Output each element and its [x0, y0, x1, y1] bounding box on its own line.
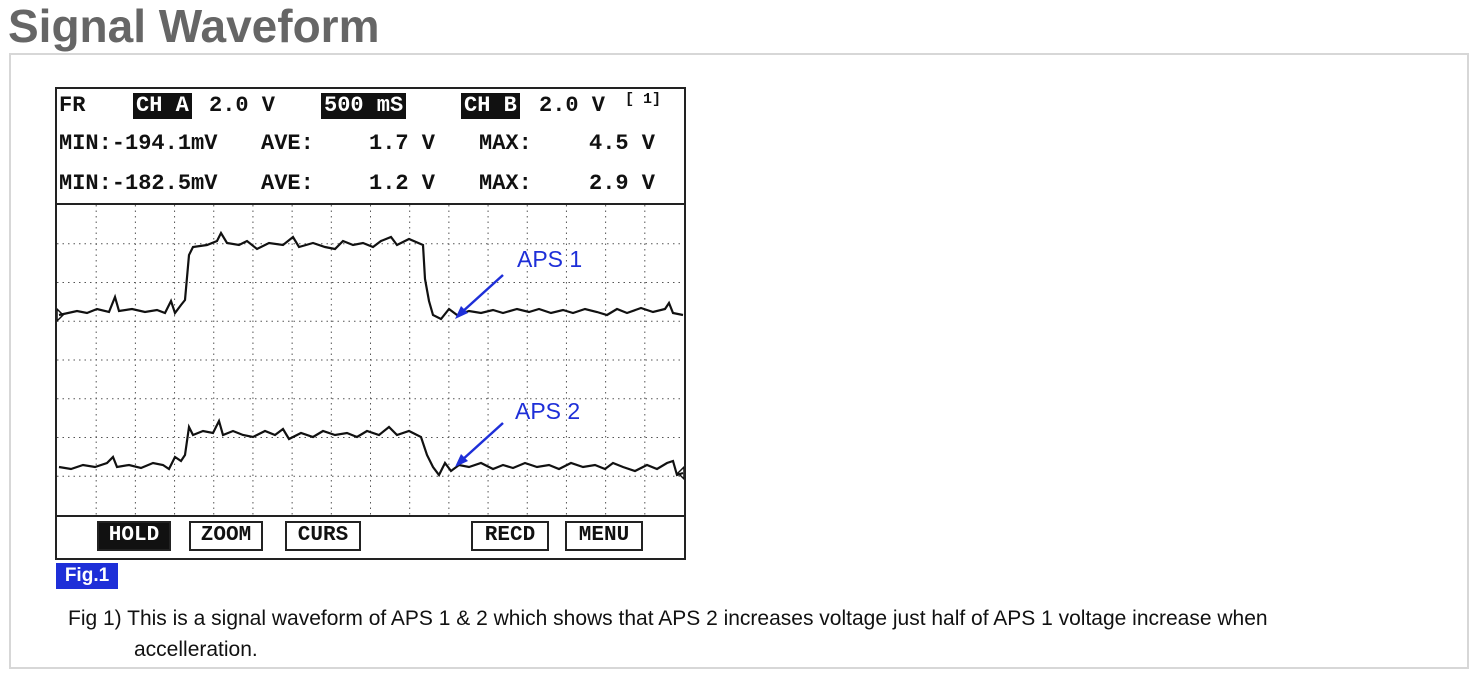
oscilloscope-screen: FR CH A 2.0 V 500 mS CH B 2.0 V [ 1] MIN… [55, 87, 686, 560]
ch-b-ground-marker [676, 465, 684, 481]
hold-button[interactable]: HOLD [97, 521, 171, 551]
channel-a-badge: CH A [133, 93, 192, 119]
channel-a-scale: 2.0 V [209, 93, 276, 118]
figure-caption: Fig 1) This is a signal waveform of APS … [68, 603, 1448, 665]
cursor-button[interactable]: CURS [285, 521, 361, 551]
ch-a-max: 4.5 V [589, 131, 656, 156]
ch-b-ave-label: AVE: [261, 171, 314, 196]
caption-line-1: Fig 1) This is a signal waveform of APS … [68, 607, 1268, 630]
grid-lines [57, 205, 684, 515]
timebase-badge: 500 mS [321, 93, 407, 119]
zoom-button[interactable]: ZOOM [189, 521, 263, 551]
channel-b-scale: 2.0 V [539, 93, 606, 118]
ch-b-min: MIN:-182.5mV [59, 171, 218, 196]
ch-b-max: 2.9 V [589, 171, 656, 196]
waveform-display: APS 1 APS 2 [57, 205, 684, 515]
aps1-arrow [460, 274, 504, 314]
ch-a-ave-label: AVE: [261, 131, 314, 156]
aps1-arrowhead [455, 306, 468, 319]
ch-a-max-label: MAX: [479, 131, 532, 156]
ch-a-ground-marker [57, 307, 65, 323]
ch-a-ave: 1.7 V [369, 131, 436, 156]
menu-button[interactable]: MENU [565, 521, 643, 551]
aps2-arrow [460, 422, 504, 462]
aps2-arrowhead [455, 454, 468, 467]
page-title: Signal Waveform [8, 0, 380, 52]
channel-b-badge: CH B [461, 93, 520, 119]
ch-a-min: MIN:-194.1mV [59, 131, 218, 156]
mode-indicator: FR [59, 93, 86, 118]
figure-badge: Fig.1 [56, 563, 118, 589]
page-index: [ 1] [625, 91, 662, 108]
ch-b-max-label: MAX: [479, 171, 532, 196]
header-divider [57, 203, 684, 205]
record-button[interactable]: RECD [471, 521, 549, 551]
aps1-label: APS 1 [517, 246, 582, 272]
aps2-trace [58, 417, 684, 478]
softkey-divider [57, 515, 684, 517]
aps1-trace [58, 230, 684, 321]
ch-b-ave: 1.2 V [369, 171, 436, 196]
caption-line-2: accelleration. [134, 638, 258, 661]
aps2-label: APS 2 [515, 398, 580, 424]
